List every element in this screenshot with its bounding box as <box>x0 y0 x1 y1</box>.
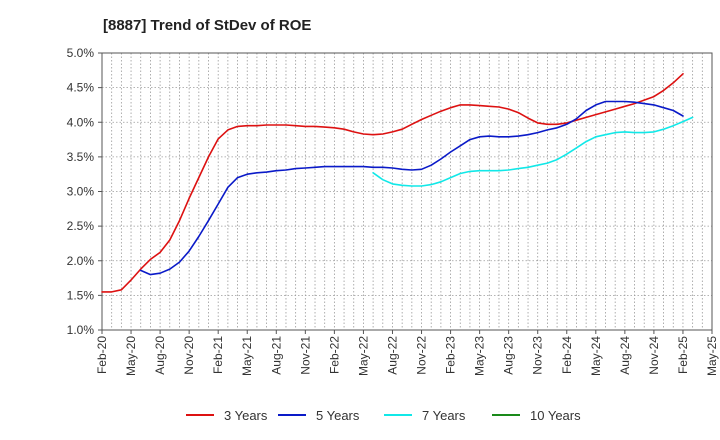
series-line-5-years <box>139 100 684 276</box>
x-tick-label: Nov-21 <box>298 336 312 375</box>
x-tick-label: May-24 <box>589 336 603 376</box>
x-tick-label: May-20 <box>124 336 138 376</box>
x-tick-label: Nov-22 <box>415 336 429 375</box>
x-tick-label: Feb-21 <box>211 336 225 374</box>
legend-label-5-years: 5 Years <box>316 408 360 423</box>
x-tick-label: May-21 <box>240 336 254 376</box>
x-tick-label: Feb-24 <box>560 336 574 374</box>
x-tick-label: May-25 <box>705 336 719 376</box>
legend-label-10-years: 10 Years <box>530 408 581 423</box>
y-tick-label: 1.5% <box>67 288 95 302</box>
y-tick-label: 4.5% <box>67 81 95 95</box>
x-tick-label: Aug-20 <box>153 336 167 375</box>
series-line-7-years <box>372 116 694 187</box>
x-tick-label: Feb-23 <box>444 336 458 374</box>
x-tick-label: Aug-21 <box>269 336 283 375</box>
y-tick-label: 5.0% <box>67 46 95 60</box>
x-tick-label: Aug-22 <box>385 336 399 375</box>
x-tick-label: May-22 <box>356 336 370 376</box>
x-tick-label: Nov-24 <box>647 336 661 375</box>
y-tick-label: 2.0% <box>67 254 95 268</box>
y-tick-label: 2.5% <box>67 219 95 233</box>
x-tick-label: May-23 <box>473 336 487 376</box>
x-tick-label: Feb-22 <box>327 336 341 374</box>
x-tick-label: Feb-25 <box>676 336 690 374</box>
legend-label-3-years: 3 Years <box>224 408 268 423</box>
chart-title: [8887] Trend of StDev of ROE <box>103 17 311 34</box>
x-tick-label: Aug-24 <box>618 336 632 375</box>
series-line-3-years <box>101 73 684 293</box>
legend-label-7-years: 7 Years <box>422 408 466 423</box>
y-tick-label: 3.0% <box>67 185 95 199</box>
x-tick-label: Aug-23 <box>502 336 516 375</box>
x-tick-label: Feb-20 <box>95 336 109 374</box>
plot-area: 1.0% 1.5% 2.0% 2.5% 3.0% 3.5% 4.0% 4.5% 5.0% Feb-… <box>67 46 719 423</box>
y-tick-label: 3.5% <box>67 150 95 164</box>
y-tick-label: 1.0% <box>67 323 95 337</box>
y-tick-label: 4.0% <box>67 115 95 129</box>
x-tick-label: Nov-20 <box>182 336 196 375</box>
x-tick-label: Nov-23 <box>531 336 545 375</box>
